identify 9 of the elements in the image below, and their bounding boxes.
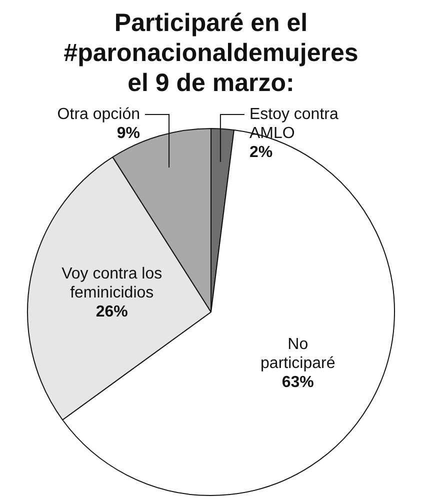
chart-title: Participaré en el #paronacionaldemujeres el 9 de marzo: bbox=[62, 8, 360, 98]
slice-label: No participaré bbox=[260, 336, 336, 372]
data-label: 26% bbox=[96, 303, 128, 320]
data-label: 2% bbox=[249, 144, 273, 161]
data-label: 9% bbox=[116, 124, 140, 142]
slice-label: Otra opción bbox=[57, 106, 140, 123]
slice-label: Estoy contra AMLO bbox=[249, 106, 338, 142]
slice-label: Voy contra los feminicidios bbox=[62, 265, 162, 302]
data-label: 63% bbox=[282, 374, 314, 391]
